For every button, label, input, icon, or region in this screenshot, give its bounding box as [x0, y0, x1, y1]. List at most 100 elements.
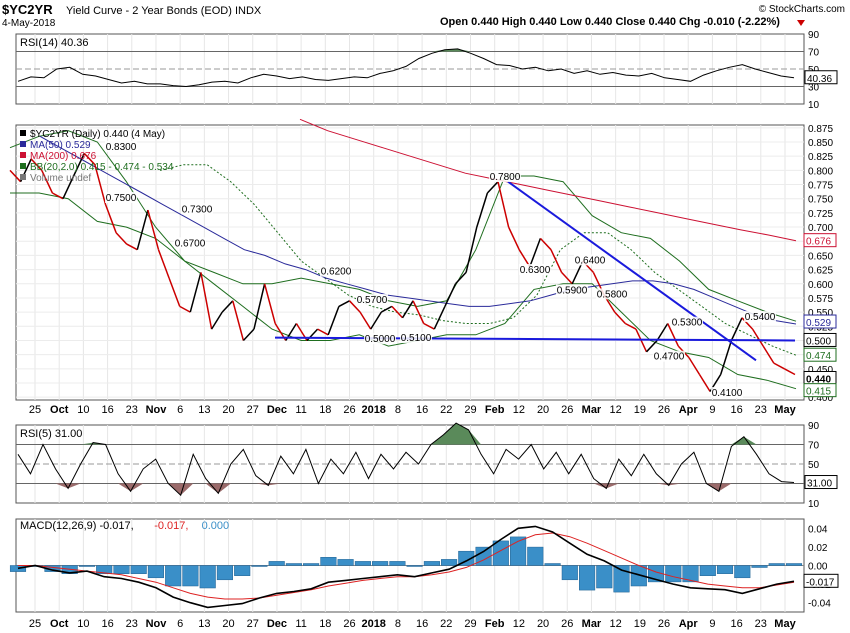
- x-tick-label: 26: [658, 404, 670, 416]
- legend-swatch: [20, 141, 26, 147]
- chart-title: Yield Curve - 2 Year Bonds (EOD) INDX: [66, 5, 262, 17]
- price-segment: [529, 238, 542, 268]
- price-segment: [115, 232, 128, 245]
- price-segment: [667, 323, 679, 347]
- x-tick-label-bottom: 9: [709, 618, 715, 630]
- price-side-label: 0.529: [806, 318, 831, 329]
- x-tick-label: 10: [77, 404, 89, 416]
- x-tick-label: 26: [561, 404, 573, 416]
- x-tick-label: 16: [101, 404, 113, 416]
- annotation-bg: [653, 350, 685, 362]
- annotation-bg: [489, 171, 521, 182]
- macd-histogram-bar: [492, 540, 509, 566]
- macd-histogram-bar: [613, 565, 630, 593]
- price-segment: [94, 164, 107, 205]
- macd-legend-entry: 0.000: [202, 520, 230, 532]
- price-segment: [30, 158, 43, 171]
- annotation-bg: [105, 140, 137, 152]
- price-segment: [762, 345, 775, 364]
- macd-histogram-bar: [785, 563, 803, 566]
- x-tick-label: Mar: [582, 404, 602, 416]
- ma200-line: [299, 118, 797, 242]
- x-tick-label-bottom: Apr: [679, 618, 699, 630]
- macd-current-box: [803, 573, 839, 588]
- price-segment: [486, 181, 499, 194]
- rsi5-y-tick: 90: [808, 421, 820, 432]
- price-segment: [433, 306, 446, 330]
- price-segment: [656, 323, 669, 341]
- macd-histogram-bar: [147, 565, 164, 579]
- price-segment: [41, 170, 54, 194]
- price-legend-entry: $YC2YR (Daily) 0.440 (4 May): [30, 129, 165, 140]
- price-segment: [507, 226, 520, 251]
- rsi14-current-label: 40.36: [807, 74, 832, 85]
- macd-histogram-bar: [682, 565, 699, 583]
- rsi5-line: [17, 422, 795, 497]
- price-segment: [147, 209, 160, 250]
- price-y-tick: 0.600: [808, 280, 833, 291]
- x-tick-label-bottom: 29: [464, 618, 476, 630]
- macd-histogram-bar: [596, 565, 613, 589]
- macd-histogram-bar: [354, 561, 371, 566]
- price-annotation: 0.7800: [490, 172, 521, 183]
- annotation-bg: [181, 203, 213, 215]
- price-annotation: 0.4100: [712, 388, 743, 399]
- macd-histogram-bar: [285, 563, 302, 566]
- macd-histogram-bar: [389, 561, 406, 566]
- price-segment: [698, 374, 711, 392]
- panel-frame-price: [15, 124, 805, 401]
- rsi5-overbought-fill: [18, 423, 794, 445]
- legend-swatch: [20, 130, 26, 136]
- x-tick-label-bottom: 26: [658, 618, 670, 630]
- chart-date: 4-May-2018: [2, 18, 56, 29]
- x-tick-label-bottom: 16: [730, 618, 742, 630]
- price-annotation: 0.5700: [357, 295, 388, 306]
- macd-histogram-bar: [579, 565, 596, 591]
- macd-histogram-bar: [510, 536, 527, 566]
- price-annotation: 0.7300: [182, 204, 213, 215]
- macd-histogram-bar: [234, 565, 251, 576]
- rsi5-legend: RSI(5) 31.00: [20, 428, 82, 440]
- x-tick-label: Oct: [50, 404, 69, 416]
- macd-histogram-bar: [303, 563, 320, 566]
- rsi5-y-tick: 50: [808, 460, 820, 471]
- x-tick-label: 12: [610, 404, 622, 416]
- macd-histogram-bar: [130, 565, 147, 574]
- annotation-bg: [711, 387, 743, 399]
- price-y-tick: 0.775: [808, 181, 833, 192]
- x-tick-label-bottom: 16: [101, 618, 113, 630]
- price-segment: [348, 300, 361, 313]
- price-annotation: 0.6300: [520, 265, 551, 276]
- price-segment: [104, 204, 117, 233]
- price-segment: [539, 237, 552, 251]
- price-segment: [401, 300, 414, 319]
- price-segment: [444, 283, 457, 307]
- price-segment: [412, 300, 425, 324]
- price-annotation: 0.5000: [365, 334, 396, 345]
- price-segment: [232, 300, 245, 341]
- ma50-line: [39, 135, 797, 325]
- price-segment: [497, 181, 510, 228]
- price-segment: [518, 249, 531, 268]
- x-tick-label: 9: [709, 404, 715, 416]
- price-segment: [210, 311, 223, 330]
- price-segment: [179, 305, 191, 313]
- x-tick-label-bottom: 8: [395, 618, 401, 630]
- annotation-bg: [556, 284, 588, 296]
- macd-histogram-bar: [320, 557, 337, 566]
- annotation-bg: [320, 265, 352, 277]
- price-legend-entry: MA(200) 0.676: [30, 151, 97, 162]
- price-segment: [253, 283, 266, 330]
- price-segment: [189, 272, 202, 313]
- rsi14-y-tick: 90: [808, 30, 820, 41]
- price-segment: [751, 328, 764, 347]
- macd-histogram-bar: [251, 565, 268, 567]
- price-side-box: [803, 314, 837, 329]
- price-y-tick: 0.725: [808, 209, 833, 220]
- macd-histogram-bar: [337, 559, 354, 566]
- price-annotation: 0.6700: [175, 238, 206, 249]
- x-tick-label-bottom: May: [774, 618, 796, 630]
- x-tick-label-bottom: 23: [126, 618, 138, 630]
- x-tick-label: 16: [730, 404, 742, 416]
- x-tick-label: Apr: [679, 404, 699, 416]
